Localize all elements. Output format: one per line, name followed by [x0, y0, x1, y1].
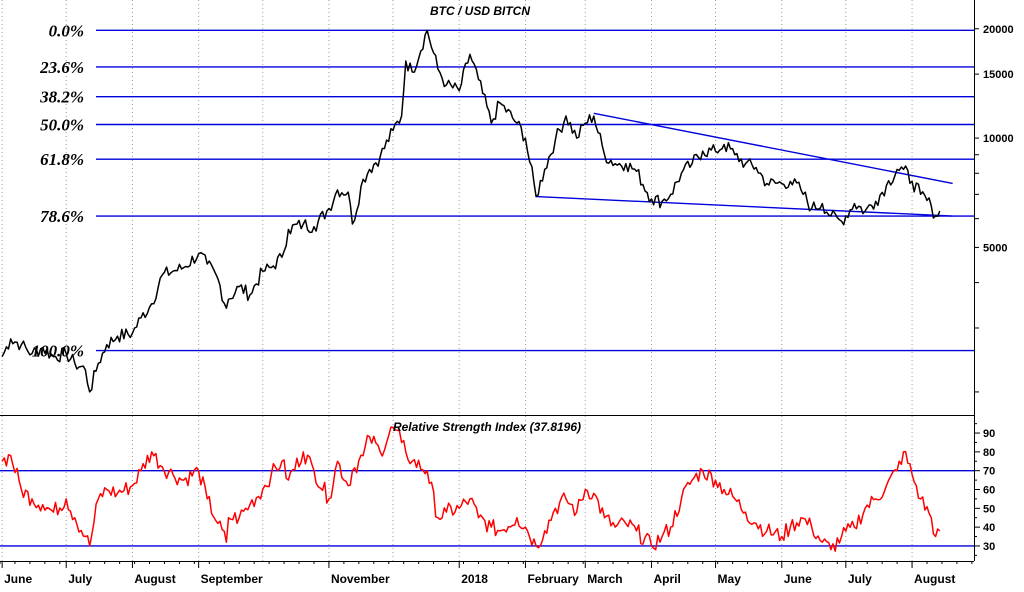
price-line: [1, 29, 941, 393]
month-label: June: [784, 572, 812, 586]
rsi-line: [1, 426, 941, 552]
trendline: [536, 195, 953, 217]
month-label: July: [68, 572, 92, 586]
rsi-tick-label: 40: [983, 522, 995, 534]
month-label: 2018: [461, 572, 488, 586]
month-label: May: [718, 572, 742, 586]
fib-label: 61.8%: [40, 150, 84, 169]
price-series: [1, 29, 941, 393]
month-label: March: [587, 572, 622, 586]
rsi-tick-label: 60: [983, 485, 995, 497]
fib-label: 0.0%: [49, 21, 84, 40]
month-label: February: [527, 572, 579, 586]
rsi-title: Relative Strength Index (37.8196): [393, 420, 581, 434]
month-label: April: [653, 572, 680, 586]
trendline: [593, 112, 953, 185]
month-label: September: [201, 572, 263, 586]
month-label: November: [331, 572, 390, 586]
chart-title: BTC / USD BITCN: [430, 4, 530, 18]
fib-label: 23.6%: [39, 58, 84, 77]
month-label: August: [914, 572, 955, 586]
month-label: August: [134, 572, 175, 586]
month-label: July: [848, 572, 872, 586]
rsi-series: [0, 426, 974, 552]
price-tick-label: 15000: [983, 69, 1014, 81]
trendlines: [536, 112, 953, 217]
fibonacci-lines: 0.0% 23.6% 38.2% 50.0% 61.8% 78.6% 100.0%: [32, 21, 974, 361]
fib-label: 38.2%: [39, 88, 84, 107]
rsi-tick-label: 90: [983, 428, 995, 440]
rsi-tick-label: 30: [983, 541, 995, 553]
rsi-tick-label: 80: [983, 447, 995, 459]
chart-labels: BTC / USD BITCN Relative Strength Index …: [393, 4, 581, 434]
price-tick-label: 5000: [983, 242, 1007, 254]
vertical-gridlines: [1, 0, 913, 561]
fib-label: 50.0%: [40, 115, 84, 134]
fib-label: 100.0%: [32, 342, 84, 361]
rsi-tick-label: 50: [983, 503, 995, 515]
rsi-tick-label: 70: [983, 466, 995, 478]
price-tick-label: 20000: [983, 24, 1014, 36]
price-tick-label: 10000: [983, 133, 1014, 145]
fib-label: 78.6%: [40, 207, 84, 226]
month-label: June: [4, 572, 32, 586]
